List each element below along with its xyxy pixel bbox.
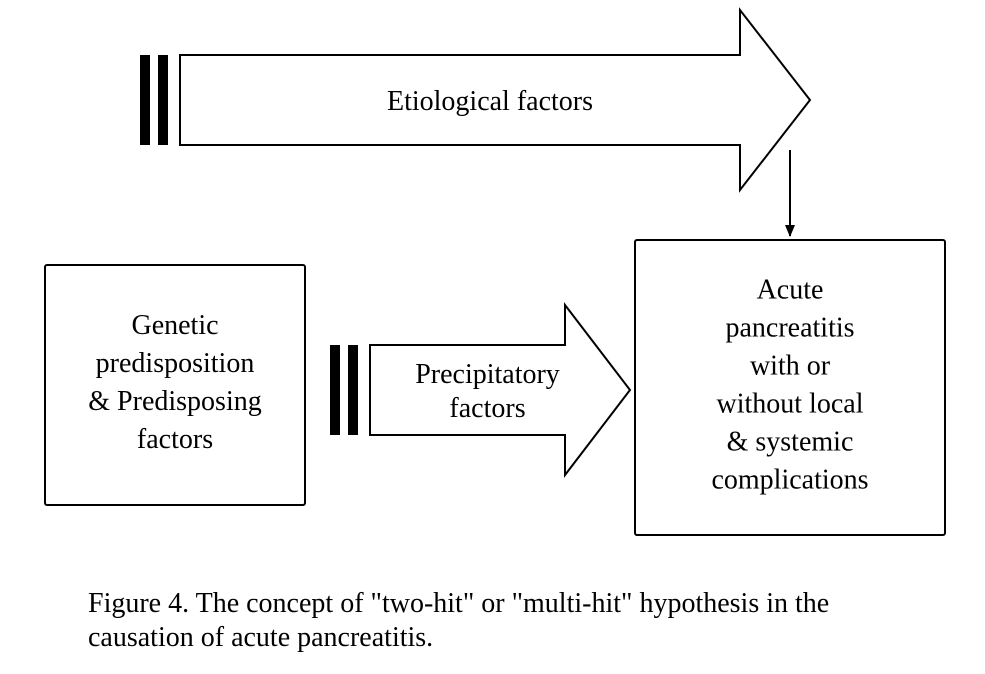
left-box <box>45 265 305 505</box>
precipitatory-arrow-tailbar-1 <box>330 345 340 435</box>
etiological-arrow-tailbar-1 <box>140 55 150 145</box>
etiological-arrow-label: Etiological factors <box>387 86 593 117</box>
precipitatory-arrow-tailbar-0 <box>348 345 358 435</box>
etiological-arrow-tailbar-0 <box>158 55 168 145</box>
diagram-canvas: Geneticpredisposition& Predisposingfacto… <box>0 0 985 674</box>
